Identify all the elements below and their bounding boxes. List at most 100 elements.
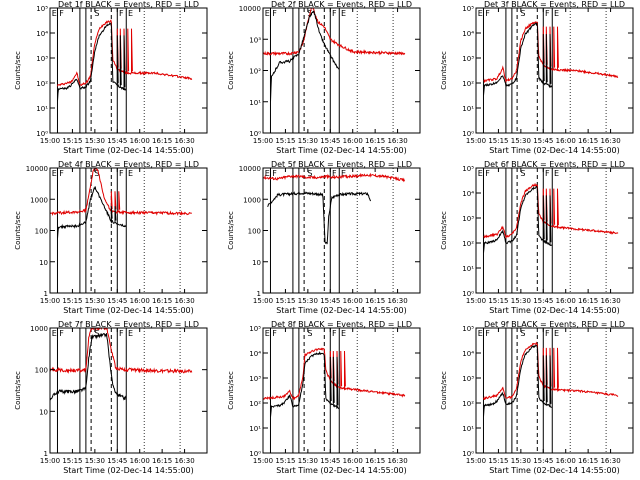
- plot-frame: [262, 167, 421, 294]
- x-tick-label: 16:00: [130, 137, 150, 145]
- y-axis-label: Counts/sec: [227, 51, 235, 90]
- x-axis-label: Start Time (02-Dec-14 14:55:00): [276, 306, 407, 315]
- y-tick-label: 10²: [249, 68, 261, 76]
- x-tick-label: 16:00: [130, 297, 150, 305]
- marker-label: F: [332, 329, 337, 338]
- y-tick-label: 10¹: [249, 425, 261, 433]
- y-tick-label: 10⁵: [462, 165, 474, 173]
- panel-title: Det 4f BLACK = Events, RED = LLD: [58, 160, 199, 169]
- y-tick-label: 10²: [249, 400, 261, 408]
- y-tick-label: 10: [39, 408, 48, 416]
- series-events: [50, 332, 127, 401]
- x-tick-label: 15:30: [511, 137, 531, 145]
- y-tick-label: 10³: [462, 375, 474, 383]
- x-axis-label: Start Time (02-Dec-14 14:55:00): [489, 146, 620, 155]
- y-tick-label: 10: [252, 259, 261, 267]
- y-tick-label: 10⁴: [249, 350, 261, 358]
- x-tick-label: 15:45: [320, 137, 340, 145]
- x-tick-label: 15:30: [298, 137, 318, 145]
- marker-label: S: [307, 169, 312, 178]
- x-tick-label: 15:30: [298, 457, 318, 465]
- series-events: [270, 351, 340, 418]
- x-tick-label: 15:45: [533, 297, 553, 305]
- x-axis-label: Start Time (02-Dec-14 14:55:00): [63, 146, 194, 155]
- marker-label: F: [485, 329, 490, 338]
- x-tick-label: 16:00: [556, 137, 576, 145]
- panel-title: Det 1f BLACK = Events, RED = LLD: [58, 0, 199, 9]
- x-tick-label: 16:15: [578, 457, 598, 465]
- y-tick-label: 10²: [36, 80, 48, 88]
- panel-title: Det 2f BLACK = Events, RED = LLD: [271, 0, 412, 9]
- marker-label: S: [307, 329, 312, 338]
- x-tick-label: 15:15: [62, 297, 82, 305]
- x-tick-label: 15:45: [320, 297, 340, 305]
- marker-label: F: [485, 9, 490, 18]
- x-tick-label: 16:30: [600, 137, 620, 145]
- y-axis-label: Counts/sec: [227, 371, 235, 410]
- x-tick-label: 16:30: [387, 297, 407, 305]
- marker-label: E: [128, 169, 133, 178]
- y-tick-label: 10⁰: [462, 130, 474, 138]
- marker-label: S: [520, 9, 525, 18]
- x-tick-label: 16:15: [152, 137, 172, 145]
- x-axis-label: Start Time (02-Dec-14 14:55:00): [276, 466, 407, 475]
- x-tick-label: 15:15: [275, 457, 295, 465]
- plot-frame: [262, 7, 421, 134]
- y-tick-label: 100: [35, 367, 48, 375]
- marker-label: E: [128, 329, 133, 338]
- x-tick-label: 16:15: [365, 137, 385, 145]
- y-tick-label: 1: [44, 290, 48, 298]
- x-tick-label: 15:30: [85, 297, 105, 305]
- y-tick-label: 1000: [30, 196, 48, 204]
- panel-title: Det 3f BLACK = Events, RED = LLD: [484, 0, 625, 9]
- y-tick-label: 1000: [243, 196, 261, 204]
- y-tick-label: 10⁴: [36, 30, 48, 38]
- y-tick-label: 10⁴: [462, 350, 474, 358]
- x-tick-label: 15:15: [488, 457, 508, 465]
- y-tick-label: 10⁴: [462, 30, 474, 38]
- marker-label: E: [554, 9, 559, 18]
- y-tick-label: 10¹: [462, 425, 474, 433]
- y-tick-label: 10⁵: [36, 5, 48, 13]
- marker-label: F: [119, 9, 124, 18]
- marker-label: E: [341, 169, 346, 178]
- x-tick-label: 16:30: [600, 457, 620, 465]
- marker-label: E: [265, 169, 270, 178]
- series-lld: [50, 328, 193, 375]
- marker-label: E: [52, 169, 57, 178]
- plot-frame: [262, 327, 421, 454]
- x-tick-label: 16:00: [130, 457, 150, 465]
- y-tick-label: 10⁴: [462, 190, 474, 198]
- y-tick-label: 10⁵: [462, 5, 474, 13]
- x-tick-label: 16:30: [174, 297, 194, 305]
- x-tick-label: 15:00: [466, 137, 486, 145]
- marker-label: F: [485, 169, 490, 178]
- plot-frame: [49, 7, 208, 134]
- x-tick-label: 16:30: [387, 457, 407, 465]
- y-tick-label: 10²: [462, 80, 474, 88]
- y-tick-label: 10⁰: [249, 450, 261, 458]
- marker-label: E: [341, 9, 346, 18]
- x-tick-label: 15:15: [275, 297, 295, 305]
- y-tick-label: 10³: [462, 55, 474, 63]
- x-tick-label: 16:30: [387, 137, 407, 145]
- x-tick-label: 15:15: [275, 137, 295, 145]
- x-tick-label: 16:15: [365, 297, 385, 305]
- marker-label: E: [554, 169, 559, 178]
- x-tick-label: 15:30: [511, 457, 531, 465]
- x-tick-label: 15:15: [488, 137, 508, 145]
- y-axis-label: Counts/sec: [14, 371, 22, 410]
- y-tick-label: 10¹: [249, 99, 261, 107]
- marker-label: S: [94, 169, 99, 178]
- plot-frame: [475, 167, 634, 294]
- marker-label: E: [478, 9, 483, 18]
- x-tick-label: 15:15: [62, 137, 82, 145]
- x-tick-label: 16:30: [174, 137, 194, 145]
- y-tick-label: 10³: [249, 375, 261, 383]
- y-axis-label: Counts/sec: [440, 371, 448, 410]
- x-tick-label: 16:30: [174, 457, 194, 465]
- x-tick-label: 15:30: [298, 297, 318, 305]
